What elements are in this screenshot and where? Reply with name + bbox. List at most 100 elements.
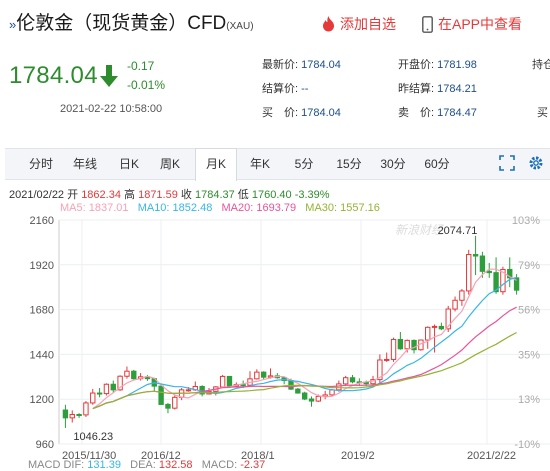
ma30-legend: MA30: 1557.16 xyxy=(305,202,380,214)
tab-intraday[interactable]: 分时 xyxy=(28,157,53,171)
candle-body xyxy=(103,383,110,395)
candle-body xyxy=(90,392,96,404)
quote-field-settle: 结算价: -- xyxy=(262,83,309,95)
chart-period-tabs: 分时 年线 日K 周K 月K 年K 5分 15分 30分 60分 xyxy=(5,148,550,181)
candle-body xyxy=(479,255,486,272)
breadcrumb-arrow: » xyxy=(9,17,17,32)
moving-average-legend: MA5: 1837.01 MA10: 1852.48 MA20: 1693.79… xyxy=(60,202,380,214)
open-in-app-button[interactable]: 在APP中查看 xyxy=(422,14,522,34)
open-in-app-label: 在APP中查看 xyxy=(438,16,523,32)
candle-body xyxy=(486,270,492,274)
min-price-label: 1046.23 xyxy=(73,431,113,443)
quote-field-open: 开盘价: 1781.98 xyxy=(398,59,477,71)
ma10-legend: MA10: 1852.48 xyxy=(137,202,213,214)
flame-icon xyxy=(323,16,334,32)
pct-tick-label: 56% xyxy=(518,305,540,317)
tab-monthly-k[interactable]: 月K xyxy=(195,148,237,181)
candle-body xyxy=(240,384,246,387)
pct-tick-label: -10% xyxy=(514,439,540,451)
y-tick-label: 2160 xyxy=(30,215,54,227)
candle-body xyxy=(117,375,123,391)
ma20-legend: MA20: 1693.79 xyxy=(221,202,297,214)
phone-icon xyxy=(422,15,433,33)
y-tick-label: 1680 xyxy=(30,305,54,317)
instrument-code: (XAU) xyxy=(226,21,254,32)
pct-tick-label: 13% xyxy=(518,394,540,406)
candle-body xyxy=(404,339,410,350)
candle-body xyxy=(349,377,356,383)
candle-body xyxy=(165,403,171,409)
candle-body xyxy=(62,409,69,419)
candle-body xyxy=(507,268,513,279)
add-watchlist-label: 添加自选 xyxy=(340,16,396,32)
pct-tick-label: 79% xyxy=(518,260,540,272)
candle-body xyxy=(342,377,349,385)
page-title: »伦敦金（现货黄金）CFD(XAU) xyxy=(9,8,254,35)
candle-body xyxy=(219,375,226,388)
pct-tick-label: 103% xyxy=(512,215,540,227)
ma5-legend: MA5: 1837.01 xyxy=(60,202,129,214)
watermark-text: 新浪财经 xyxy=(395,223,445,237)
quote-field-bid: 买 价: 1784.04 xyxy=(262,107,341,119)
candle-body xyxy=(384,358,390,361)
candlestick-chart[interactable]: 2160 103% 1920 79% 1680 56% 1440 35% 1200 13% 960 -… xyxy=(0,212,550,462)
ohlc-readout: 2021/02/22 开 1862.34 高 1871.59 收 1784.37… xyxy=(9,189,330,201)
candle-body xyxy=(260,371,267,378)
candle-body xyxy=(459,290,465,301)
candle-body xyxy=(500,268,506,293)
candle-body xyxy=(185,389,192,392)
tab-5min[interactable]: 5分 xyxy=(294,157,314,171)
candle-body xyxy=(315,395,322,402)
candle-body xyxy=(158,385,164,405)
candle-body xyxy=(411,339,417,351)
x-tick-label: 2019/2 xyxy=(341,450,375,462)
candle-body xyxy=(254,371,260,380)
tab-yearly-k[interactable]: 年K xyxy=(249,157,270,171)
add-watchlist-button[interactable]: 添加自选 xyxy=(322,14,396,34)
tab-weekly-k[interactable]: 周K xyxy=(159,157,180,171)
arrow-down-icon xyxy=(100,65,118,87)
ma30-line xyxy=(92,331,517,410)
quote-field-bid-volume: 买 xyxy=(537,107,548,119)
tab-daily-k[interactable]: 日K xyxy=(118,157,139,171)
tab-15min[interactable]: 15分 xyxy=(336,157,362,171)
tab-60min[interactable]: 60分 xyxy=(424,157,450,171)
candle-body xyxy=(397,338,404,350)
candle-body xyxy=(390,338,397,360)
candle-body xyxy=(83,402,89,416)
quote-field-prev-settle: 昨结算: 1784.21 xyxy=(398,83,477,95)
instrument-name: 伦敦金（现货黄金）CFD xyxy=(16,13,227,34)
candle-body xyxy=(295,388,301,394)
x-tick-label: 2016/12 xyxy=(141,450,181,462)
tab-yearline[interactable]: 年线 xyxy=(72,157,97,171)
pct-tick-label: 35% xyxy=(518,349,540,361)
y-tick-label: 960 xyxy=(36,439,54,451)
last-price: 1784.04 xyxy=(9,62,98,89)
candle-body xyxy=(131,370,137,380)
price-change-pct: -0.01% xyxy=(127,78,166,92)
candle-body xyxy=(301,392,308,400)
candle-body xyxy=(452,299,458,310)
max-price-label: 2074.71 xyxy=(438,225,478,237)
macd-readout: MACD DIF: 131.39 DEA: 132.58 MACD: -2.37 xyxy=(28,459,266,471)
tab-30min[interactable]: 30分 xyxy=(380,157,406,171)
price-change: -0.17 xyxy=(127,59,155,73)
candle-body xyxy=(172,396,178,409)
candle-body xyxy=(329,389,335,396)
x-tick-label: 2015/11/30 xyxy=(62,450,116,462)
x-tick-label: 2018/1 xyxy=(241,450,275,462)
candle-body xyxy=(445,308,451,330)
fullscreen-icon[interactable] xyxy=(499,155,515,171)
candle-body xyxy=(336,383,342,391)
candle-body xyxy=(431,325,438,328)
candle-body xyxy=(466,254,472,292)
settings-icon[interactable] xyxy=(527,154,545,172)
candle-body xyxy=(493,272,499,293)
candle-body xyxy=(124,370,130,377)
quote-field-last: 最新价: 1784.04 xyxy=(262,59,341,71)
ma5-line xyxy=(92,268,517,410)
candle-body xyxy=(226,375,233,387)
candle-body xyxy=(76,414,82,417)
quote-timestamp: 2021-02-22 10:58:00 xyxy=(60,103,163,115)
y-tick-label: 1920 xyxy=(30,260,54,272)
